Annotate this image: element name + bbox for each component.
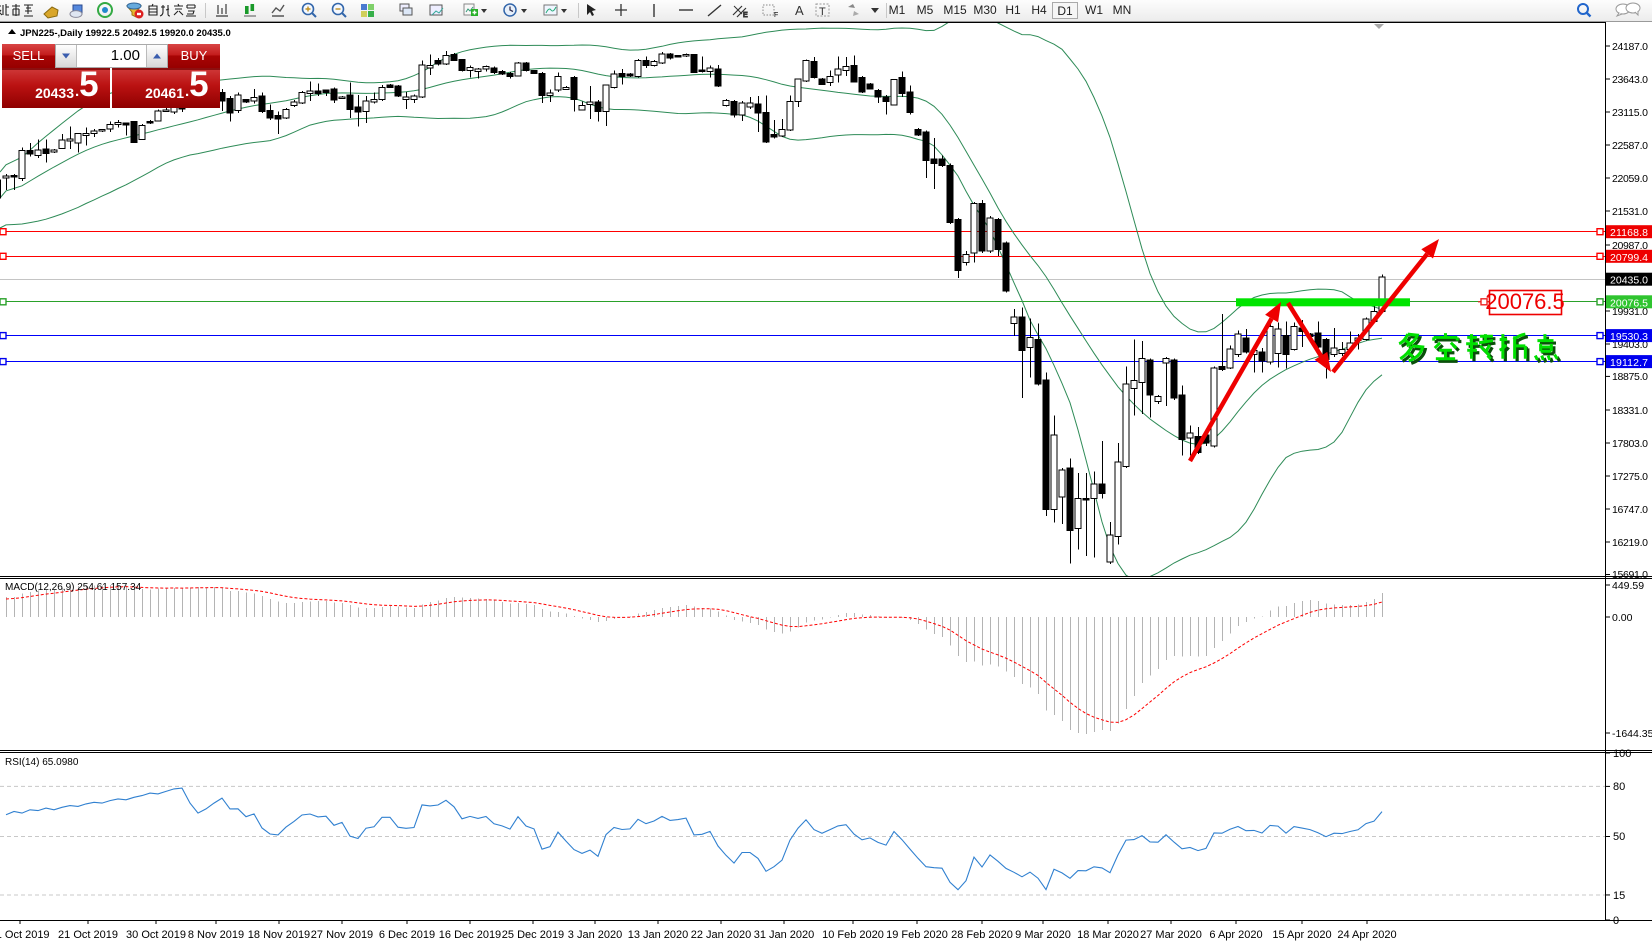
svg-text:17275.0: 17275.0 xyxy=(1612,471,1648,483)
svg-text:31 Jan 2020: 31 Jan 2020 xyxy=(754,929,815,941)
svg-text:9 Mar 2020: 9 Mar 2020 xyxy=(1015,929,1071,941)
svg-text:16747.0: 16747.0 xyxy=(1612,504,1648,516)
svg-text:25 Dec 2019: 25 Dec 2019 xyxy=(502,929,564,941)
svg-text:27 Nov 2019: 27 Nov 2019 xyxy=(311,929,373,941)
svg-text:MACD(12,26,9) 254.61 157.34: MACD(12,26,9) 254.61 157.34 xyxy=(5,582,142,593)
svg-text:20076.5: 20076.5 xyxy=(1485,289,1565,314)
svg-text:6 Dec 2019: 6 Dec 2019 xyxy=(379,929,435,941)
svg-text:18331.0: 18331.0 xyxy=(1612,405,1648,417)
svg-text:18 Nov 2019: 18 Nov 2019 xyxy=(248,929,310,941)
svg-text:23115.0: 23115.0 xyxy=(1612,107,1648,119)
svg-text:24187.0: 24187.0 xyxy=(1612,41,1648,53)
svg-text:13 Jan 2020: 13 Jan 2020 xyxy=(628,929,689,941)
svg-text:16219.0: 16219.0 xyxy=(1612,537,1648,549)
svg-text:15: 15 xyxy=(1613,890,1625,902)
svg-text:17803.0: 17803.0 xyxy=(1612,438,1648,450)
svg-text:20987.0: 20987.0 xyxy=(1612,240,1648,252)
svg-text:21168.8: 21168.8 xyxy=(1610,227,1648,239)
svg-text:23643.0: 23643.0 xyxy=(1612,74,1648,86)
svg-text:22059.0: 22059.0 xyxy=(1612,173,1648,185)
svg-text:0.00: 0.00 xyxy=(1612,612,1633,624)
svg-text:20799.4: 20799.4 xyxy=(1610,252,1648,264)
svg-text:18 Mar 2020: 18 Mar 2020 xyxy=(1077,929,1139,941)
svg-text:10 Feb 2020: 10 Feb 2020 xyxy=(822,929,884,941)
svg-text:22 Jan 2020: 22 Jan 2020 xyxy=(691,929,752,941)
svg-text:E: E xyxy=(743,12,748,19)
svg-text:100: 100 xyxy=(1613,748,1631,760)
svg-text:15 Apr 2020: 15 Apr 2020 xyxy=(1272,929,1331,941)
svg-text:0: 0 xyxy=(1613,915,1619,927)
svg-text:50: 50 xyxy=(1613,831,1625,843)
svg-text:16 Dec 2019: 16 Dec 2019 xyxy=(439,929,501,941)
svg-text:21531.0: 21531.0 xyxy=(1612,206,1648,218)
svg-text:19112.7: 19112.7 xyxy=(1610,357,1648,369)
svg-text:3 Jan 2020: 3 Jan 2020 xyxy=(568,929,622,941)
svg-text:RSI(14) 65.0980: RSI(14) 65.0980 xyxy=(5,757,79,768)
svg-text:11 Oct 2019: 11 Oct 2019 xyxy=(0,929,50,941)
svg-text:F: F xyxy=(774,12,778,19)
svg-text:-1644.35: -1644.35 xyxy=(1612,728,1652,740)
svg-text:A: A xyxy=(795,3,804,18)
svg-text:T: T xyxy=(819,6,826,18)
svg-text:20076.5: 20076.5 xyxy=(1610,297,1648,309)
svg-text:20435.0: 20435.0 xyxy=(1610,275,1648,287)
svg-text:18875.0: 18875.0 xyxy=(1612,371,1648,383)
svg-text:19931.0: 19931.0 xyxy=(1612,306,1648,318)
svg-text:30 Oct 2019: 30 Oct 2019 xyxy=(126,929,186,941)
svg-text:21 Oct 2019: 21 Oct 2019 xyxy=(58,929,118,941)
svg-text:JPN225-,Daily 19922.5 20492.5: JPN225-,Daily 19922.5 20492.5 19920.0 20… xyxy=(20,28,231,39)
svg-text:28 Feb 2020: 28 Feb 2020 xyxy=(951,929,1013,941)
svg-text:80: 80 xyxy=(1613,781,1625,793)
svg-text:19 Feb 2020: 19 Feb 2020 xyxy=(886,929,948,941)
svg-text:19530.3: 19530.3 xyxy=(1610,331,1648,343)
svg-text:27 Mar 2020: 27 Mar 2020 xyxy=(1140,929,1202,941)
svg-text:24 Apr 2020: 24 Apr 2020 xyxy=(1337,929,1396,941)
svg-text:8 Nov 2019: 8 Nov 2019 xyxy=(188,929,244,941)
svg-text:15691.0: 15691.0 xyxy=(1612,569,1648,581)
svg-text:6 Apr 2020: 6 Apr 2020 xyxy=(1209,929,1262,941)
svg-text:22587.0: 22587.0 xyxy=(1612,140,1648,152)
svg-text:449.59: 449.59 xyxy=(1612,580,1644,592)
